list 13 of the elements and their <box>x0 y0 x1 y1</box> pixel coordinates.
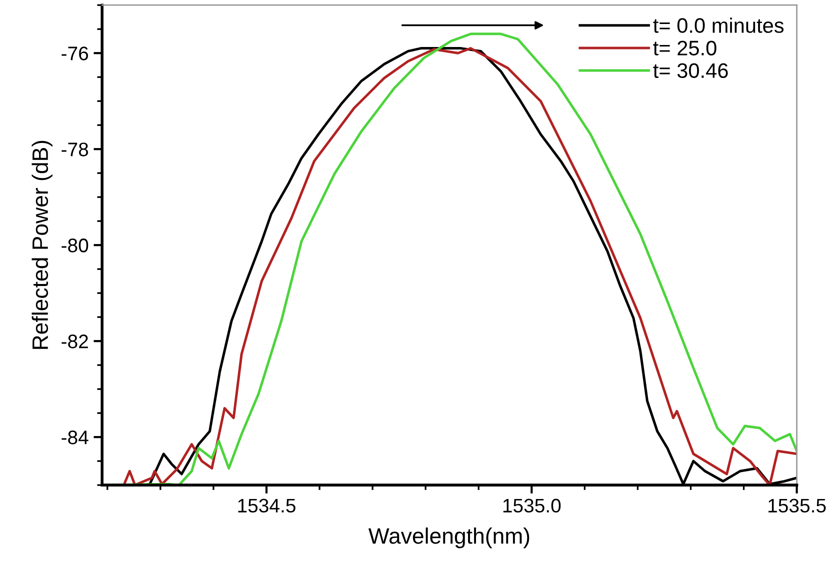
y-axis-title: Reflected Power (dB) <box>32 140 52 349</box>
legend-label: t= 0.0 minutes <box>653 18 784 33</box>
x-axis-title: Wavelength(nm) <box>368 528 530 548</box>
legend-label: t= 25.0 <box>653 40 716 56</box>
y-tick-label: -82 <box>62 334 88 348</box>
y-tick-label: -78 <box>62 142 88 156</box>
legend-label: t= 30.46 <box>653 63 728 78</box>
y-tick-label: -76 <box>62 46 88 60</box>
x-tick-label: 1534.5 <box>238 498 296 513</box>
y-tick-label: -80 <box>62 238 88 252</box>
x-tick-label: 1535.5 <box>768 498 826 513</box>
y-tick-label: -84 <box>62 430 88 444</box>
x-tick-label: 1535.0 <box>503 498 561 513</box>
